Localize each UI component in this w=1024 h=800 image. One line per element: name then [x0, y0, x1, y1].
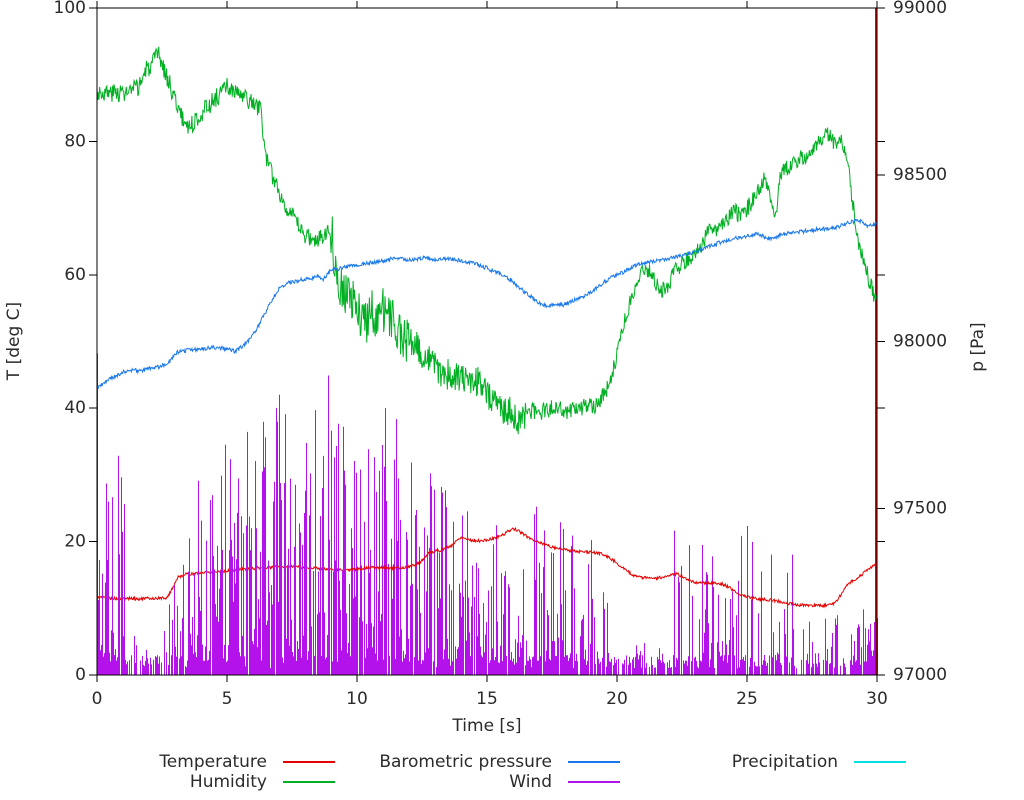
y-left-tick-label: 60	[64, 265, 86, 285]
legend-item-precipitation: Precipitation	[620, 752, 906, 772]
legend-line-precipitation	[854, 761, 906, 763]
y-left-axis-title: T [deg C]	[4, 302, 24, 381]
y-left-tick-label: 0	[75, 665, 86, 685]
legend-line-wind	[568, 781, 620, 783]
y-left-tick-label: 40	[64, 398, 86, 418]
series-humidity	[96, 46, 878, 435]
series-wind	[97, 353, 878, 675]
y-right-tick-label: 98500	[893, 165, 947, 185]
legend-label-temperature: Temperature	[159, 752, 267, 772]
x-tick-label: 5	[222, 689, 233, 709]
x-tick-label: 20	[606, 689, 628, 709]
x-tick-label: 0	[92, 689, 103, 709]
y-left-tick-label: 20	[64, 532, 86, 552]
x-tick-label: 30	[866, 689, 888, 709]
legend-item-humidity: Humidity	[100, 772, 335, 792]
chart-axes-layer: 0 5 10 15 20 25 30 0 20 40 60 80 100 97000 97500 98000 9…	[54, 0, 948, 709]
legend-item-wind: Wind	[330, 772, 620, 792]
x-tick-label: 15	[476, 689, 498, 709]
legend-item-barometric-pressure: Barometric pressure	[330, 752, 620, 772]
y-right-tick-label: 99000	[893, 0, 947, 18]
y-right-tick-label: 97500	[893, 498, 947, 518]
chart-series-layer	[96, 8, 878, 676]
legend-label-precipitation: Precipitation	[731, 752, 838, 772]
y-right-axis-title: p [Pa]	[968, 322, 988, 371]
x-axis-title: Time [s]	[451, 716, 521, 736]
legend-label-barometric-pressure: Barometric pressure	[379, 752, 552, 772]
legend-line-temperature	[283, 761, 335, 763]
series-temperature	[346, 526, 878, 609]
y-left-tick-label: 80	[64, 131, 86, 151]
y-left-tick-label: 100	[54, 0, 86, 18]
series-barometric-pressure	[96, 218, 878, 390]
legend-label-humidity: Humidity	[189, 772, 267, 792]
y-right-tick-label: 97000	[893, 665, 947, 685]
x-tick-label: 10	[346, 689, 368, 709]
x-tick-label: 25	[736, 689, 758, 709]
legend-item-temperature: Temperature	[100, 752, 335, 772]
legend-label-wind: Wind	[509, 772, 552, 792]
legend-line-humidity	[283, 781, 335, 783]
y-right-tick-label: 98000	[893, 332, 947, 352]
legend-line-barometric-pressure	[568, 761, 620, 763]
